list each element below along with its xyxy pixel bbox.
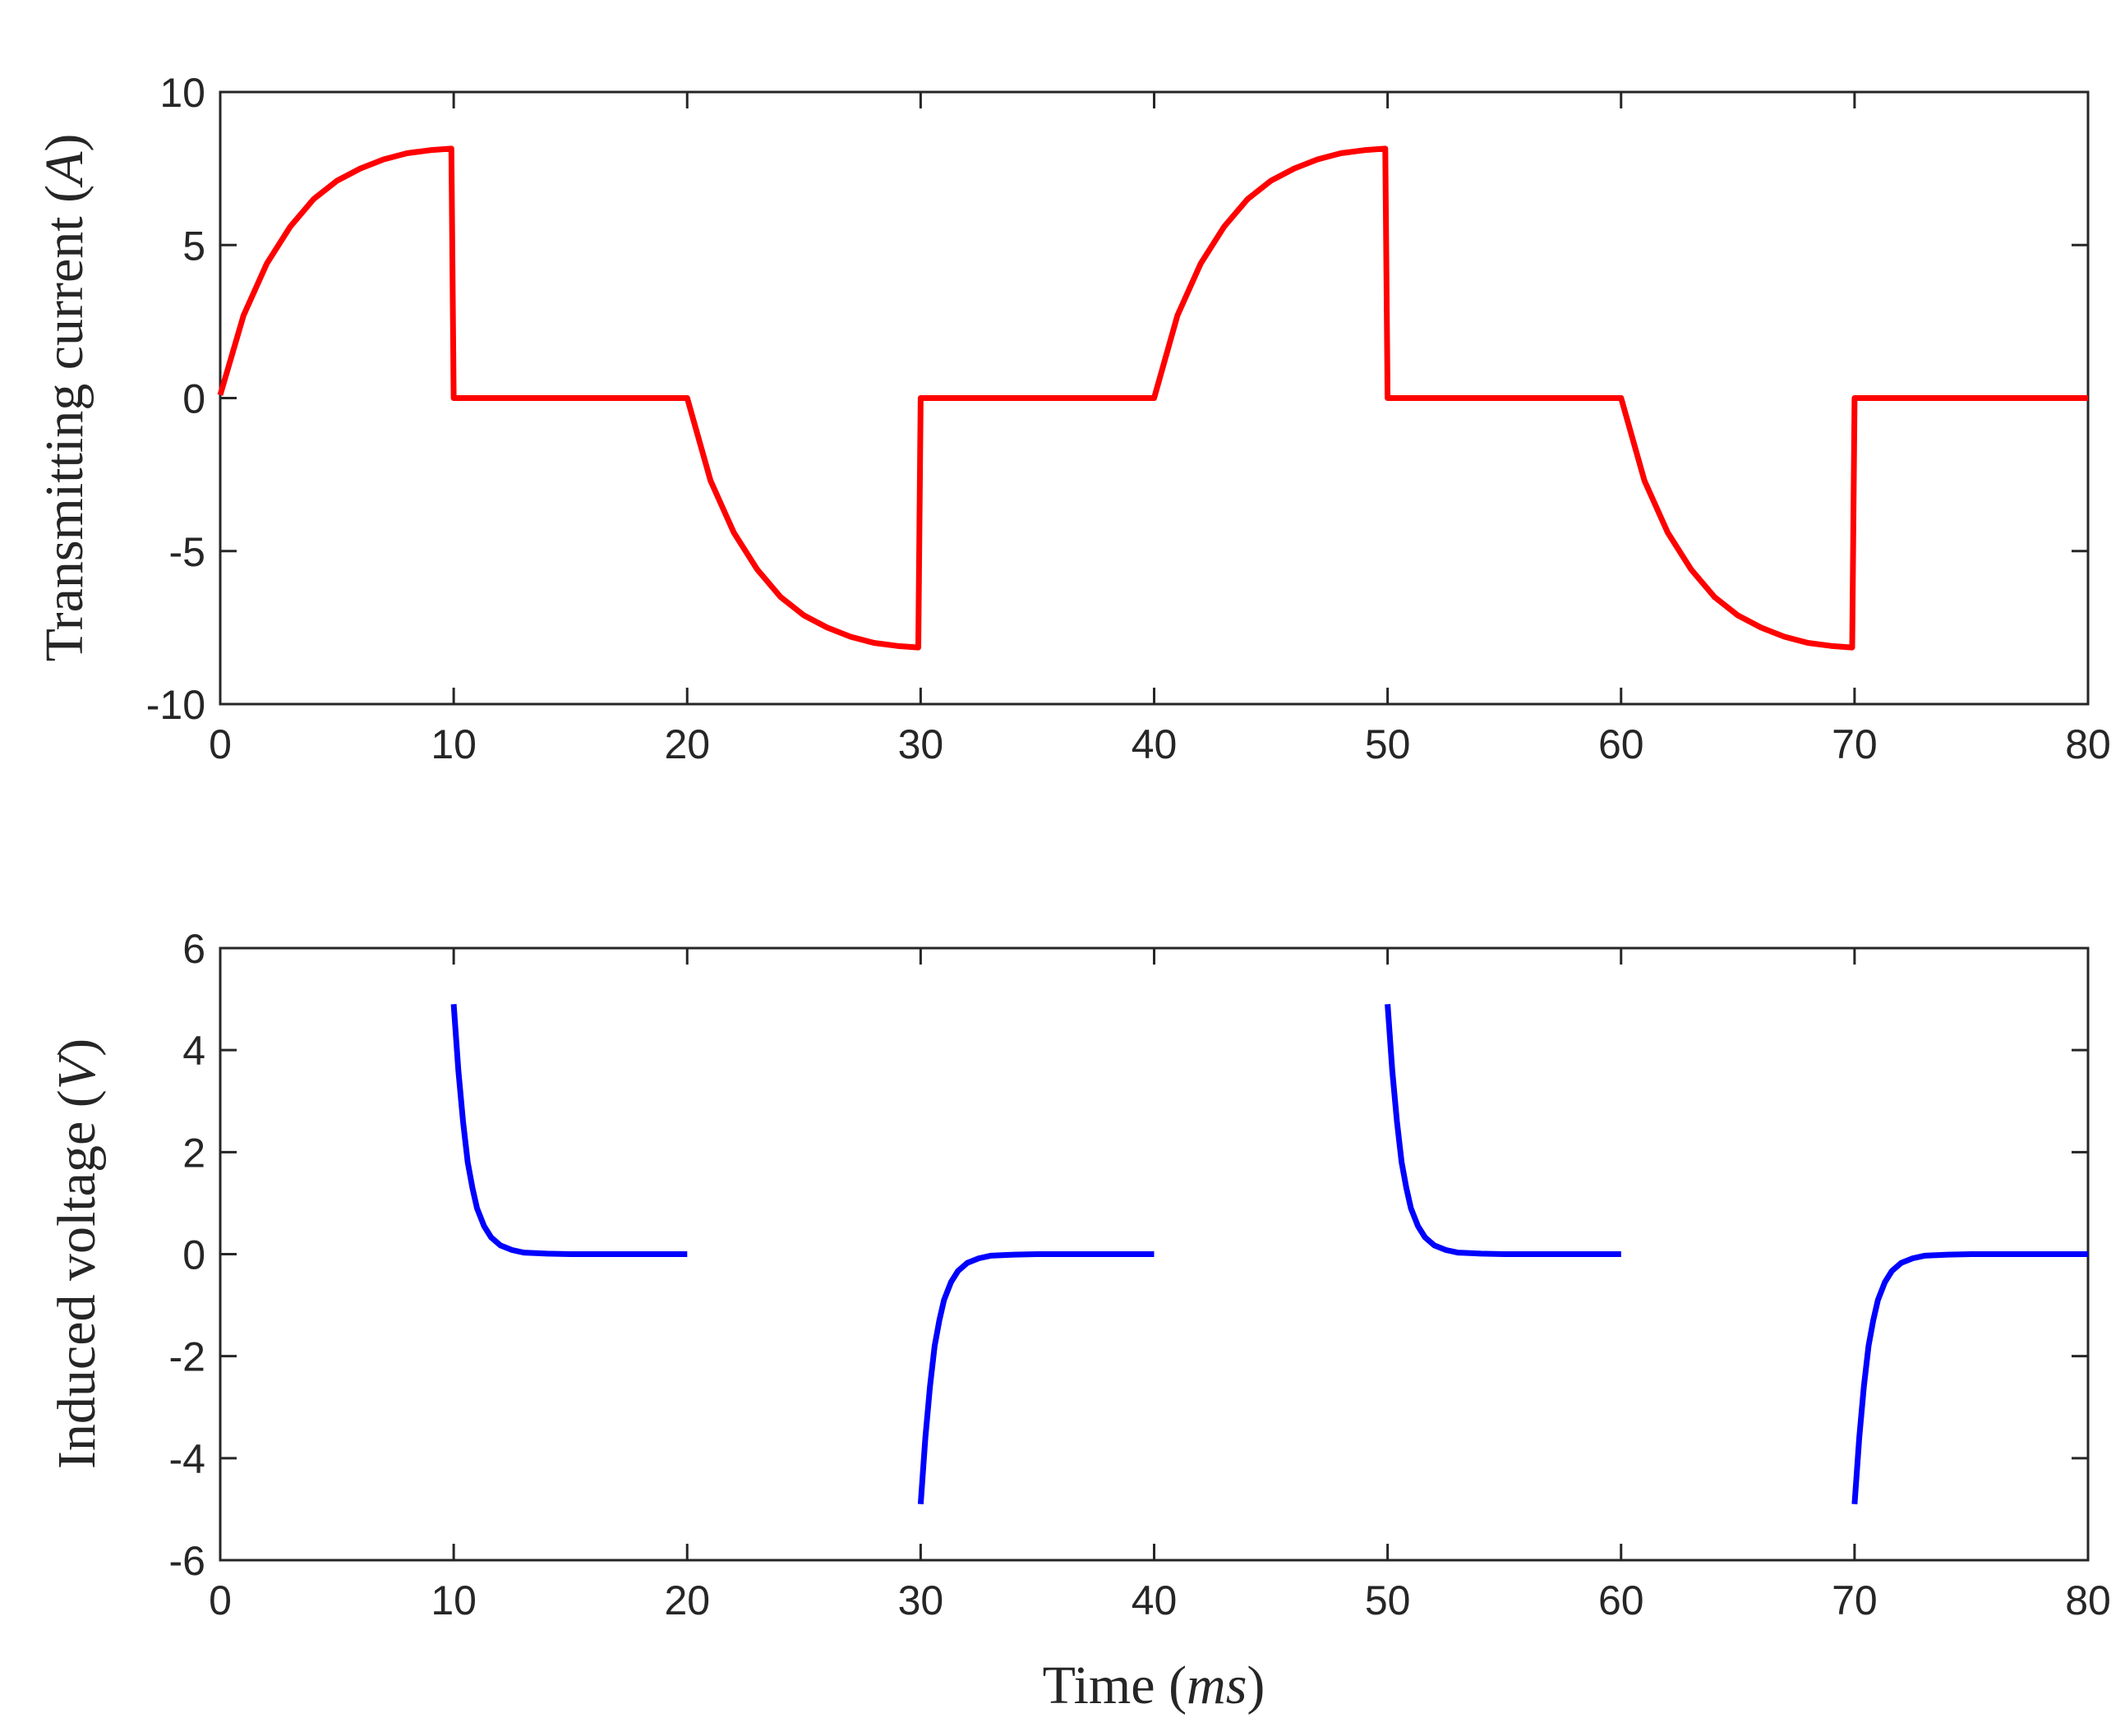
voltage-y-tick-label: -2: [169, 1334, 205, 1380]
voltage-x-tick-label: 30: [898, 1577, 944, 1623]
current-series-line-0: [217, 145, 2088, 651]
voltage-y-tick-label: -4: [169, 1436, 205, 1482]
current-x-tick-label: 80: [2065, 721, 2111, 767]
voltage-x-ticks: 0 10 20 30 40 50 60 70 80: [209, 948, 2111, 1623]
voltage-y-tick-label: -6: [169, 1538, 205, 1584]
current-y-tick-label: 5: [182, 223, 205, 269]
current-x-tick-label: 60: [1598, 721, 1644, 767]
voltage-series-line-3: [1851, 1251, 2088, 1504]
voltage-x-tick-label: 20: [664, 1577, 710, 1623]
current-y-tick-label: 10: [159, 70, 205, 116]
current-x-ticks: 0 10 20 30 40 50 60 70 80: [209, 92, 2111, 767]
voltage-series: [450, 1004, 2088, 1504]
voltage-y-ticks: 6 4 2 0 -2 -4 -6: [169, 926, 2088, 1584]
voltage-x-tick-label: 10: [431, 1577, 477, 1623]
voltage-series-line-0: [450, 1004, 688, 1257]
voltage-y-tick-label: 0: [182, 1232, 205, 1278]
current-y-tick-label: -5: [169, 529, 205, 575]
voltage-y-tick-label: 4: [182, 1028, 205, 1074]
time-x-axis-label: Time (ms): [1043, 1655, 1265, 1715]
current-y-ticks: 10 5 0 -5 -10: [146, 70, 2088, 728]
voltage-series-line-1: [917, 1251, 1155, 1504]
voltage-x-tick-label: 60: [1598, 1577, 1644, 1623]
current-y-tick-label: -10: [146, 682, 205, 728]
voltage-x-tick-label: 0: [209, 1577, 232, 1623]
voltage-x-tick-label: 40: [1132, 1577, 1178, 1623]
current-y-tick-label: 0: [182, 376, 205, 422]
current-x-tick-label: 0: [209, 721, 232, 767]
voltage-y-axis-label: Induced voltage (V): [47, 1038, 107, 1469]
current-x-tick-label: 70: [1832, 721, 1878, 767]
current-x-tick-label: 20: [664, 721, 710, 767]
current-y-axis-label: Transmitting current (A): [35, 134, 94, 662]
voltage-y-tick-label: 2: [182, 1130, 205, 1176]
current-x-tick-label: 10: [431, 721, 477, 767]
voltage-series-line-2: [1385, 1004, 1621, 1257]
current-x-tick-label: 40: [1132, 721, 1178, 767]
current-x-tick-label: 50: [1365, 721, 1411, 767]
current-x-tick-label: 30: [898, 721, 944, 767]
voltage-x-tick-label: 50: [1365, 1577, 1411, 1623]
voltage-x-tick-label: 70: [1832, 1577, 1878, 1623]
voltage-y-tick-label: 6: [182, 926, 205, 972]
voltage-x-tick-label: 80: [2065, 1577, 2111, 1623]
current-series: [217, 145, 2088, 651]
